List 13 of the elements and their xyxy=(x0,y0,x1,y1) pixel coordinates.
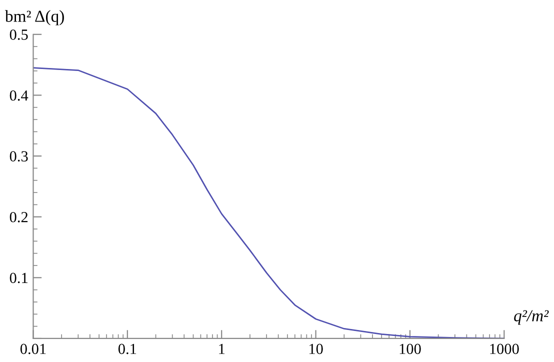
x-tick-label: 0.01 xyxy=(20,344,46,354)
x-tick-label: 10 xyxy=(309,344,323,354)
x-tick-label: 0.1 xyxy=(118,344,136,354)
x-tick-label: 100 xyxy=(400,344,421,354)
y-tick-label: 0.1 xyxy=(10,272,28,284)
y-tick-label: 0.4 xyxy=(10,90,28,101)
y-tick-label: 0.2 xyxy=(10,212,28,222)
x-axis-title: q²/m² xyxy=(514,310,549,325)
y-tick-label: 0.3 xyxy=(10,151,28,162)
y-axis-title: bm² Δ(q) xyxy=(4,10,64,26)
y-tick-label: 0.5 xyxy=(10,30,28,40)
x-tick-label: 1000 xyxy=(490,344,519,354)
x-tick-label: 1 xyxy=(219,344,225,354)
